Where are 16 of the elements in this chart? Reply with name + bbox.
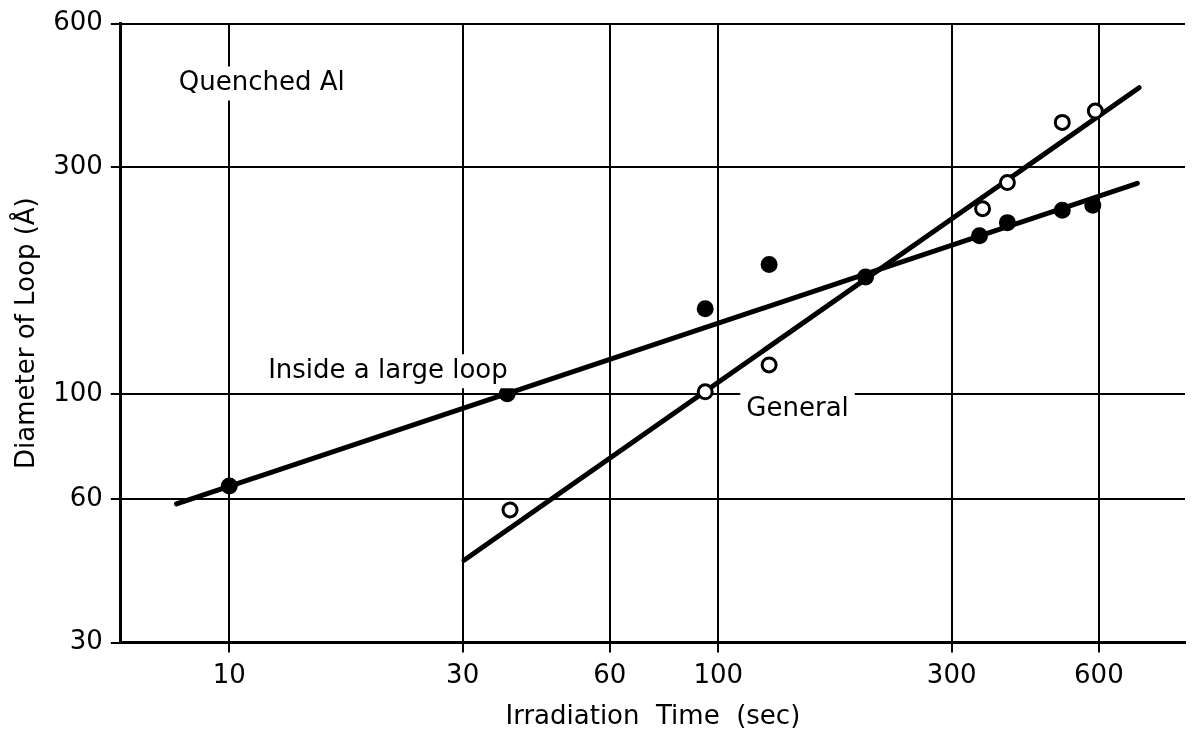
- y-axis-title: Diameter of Loop (Å): [9, 197, 41, 469]
- y-tick-label: 60: [69, 482, 103, 513]
- x-tick-label: 300: [926, 658, 977, 689]
- x-tick-label: 100: [693, 658, 744, 689]
- text: Quenched Al: [178, 66, 345, 97]
- x-tick-label: 10: [212, 658, 246, 689]
- series-label: Inside a large loop: [268, 354, 508, 385]
- y-tick-label: 30: [69, 625, 103, 656]
- x-axis-title: Irradiation Time (sec): [505, 700, 801, 731]
- x-tick-label: 60: [593, 658, 627, 689]
- x-tick-label: 600: [1074, 658, 1124, 689]
- y-tick-label: 300: [53, 149, 103, 180]
- y-tick-label: 100: [53, 376, 103, 407]
- series-label: General: [746, 392, 849, 423]
- y-tick-label: 600: [53, 6, 103, 37]
- x-tick-label: 30: [446, 658, 480, 689]
